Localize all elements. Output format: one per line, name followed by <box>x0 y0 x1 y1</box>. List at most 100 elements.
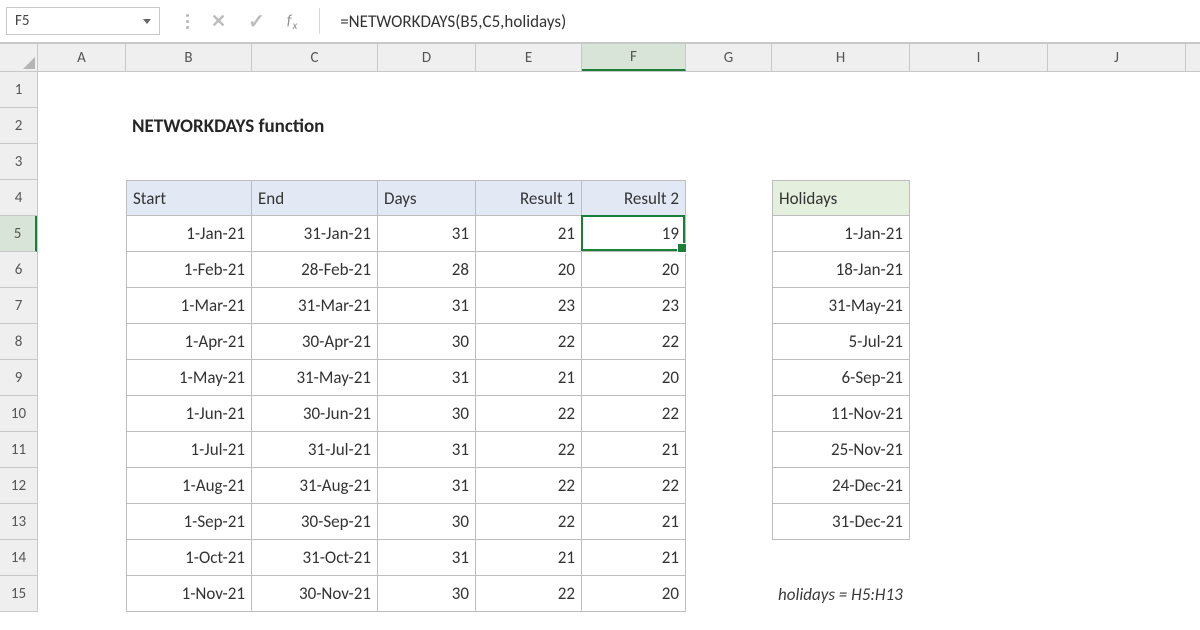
cell[interactable] <box>1048 216 1186 252</box>
cell[interactable] <box>686 216 772 252</box>
table-header-days[interactable]: Days <box>378 180 476 216</box>
data-cell-r1[interactable]: 22 <box>476 576 582 612</box>
data-cell-r1[interactable]: 22 <box>476 468 582 504</box>
cell[interactable] <box>1048 288 1186 324</box>
cell[interactable] <box>910 504 1048 540</box>
row-header-6[interactable]: 6 <box>0 252 37 288</box>
cell[interactable] <box>686 504 772 540</box>
cell[interactable] <box>38 504 126 540</box>
data-cell-r1[interactable]: 20 <box>476 252 582 288</box>
cell[interactable] <box>252 144 378 180</box>
cancel-formula-icon[interactable]: ✕ <box>211 10 226 32</box>
data-cell-r2[interactable]: 21 <box>582 504 686 540</box>
cell[interactable] <box>772 72 910 108</box>
cell[interactable] <box>910 540 1048 576</box>
sheet-area[interactable]: NETWORKDAYS functionStartEndDaysResult 1… <box>38 72 1200 612</box>
row-header-13[interactable]: 13 <box>0 504 37 540</box>
data-cell-end[interactable]: 31-Jan-21 <box>252 216 378 252</box>
column-header-H[interactable]: H <box>772 44 910 71</box>
cell[interactable] <box>1048 324 1186 360</box>
cell[interactable] <box>686 540 772 576</box>
named-range-note[interactable]: holidays = H5:H13 <box>772 576 1048 612</box>
holiday-cell[interactable]: 11-Nov-21 <box>772 396 910 432</box>
cell[interactable] <box>910 468 1048 504</box>
cell[interactable] <box>38 108 126 144</box>
cell[interactable] <box>38 360 126 396</box>
column-header-E[interactable]: E <box>476 44 582 71</box>
data-cell-r1[interactable]: 21 <box>476 216 582 252</box>
data-cell-r1[interactable]: 22 <box>476 504 582 540</box>
cell[interactable] <box>772 108 910 144</box>
data-cell-r1[interactable]: 21 <box>476 360 582 396</box>
data-cell-end[interactable]: 30-Sep-21 <box>252 504 378 540</box>
data-cell-start[interactable]: 1-Sep-21 <box>126 504 252 540</box>
table-header-end[interactable]: End <box>252 180 378 216</box>
data-cell-end[interactable]: 30-Jun-21 <box>252 396 378 432</box>
data-cell-r2[interactable]: 20 <box>582 252 686 288</box>
data-cell-days[interactable]: 31 <box>378 432 476 468</box>
cell[interactable] <box>686 468 772 504</box>
data-cell-r1[interactable]: 22 <box>476 432 582 468</box>
data-cell-r2[interactable]: 20 <box>582 576 686 612</box>
formula-input[interactable]: =NETWORKDAYS(B5,C5,holidays) <box>330 7 1200 36</box>
data-cell-end[interactable]: 31-Jul-21 <box>252 432 378 468</box>
data-cell-end[interactable]: 31-Mar-21 <box>252 288 378 324</box>
data-cell-end[interactable]: 31-Oct-21 <box>252 540 378 576</box>
cell[interactable] <box>126 144 252 180</box>
cell[interactable] <box>772 540 910 576</box>
data-cell-start[interactable]: 1-Feb-21 <box>126 252 252 288</box>
cell[interactable] <box>686 360 772 396</box>
name-box-dropdown-icon[interactable] <box>143 19 151 24</box>
data-cell-start[interactable]: 1-Jun-21 <box>126 396 252 432</box>
cell[interactable] <box>686 432 772 468</box>
data-cell-days[interactable]: 30 <box>378 324 476 360</box>
data-cell-r2[interactable]: 21 <box>582 540 686 576</box>
data-cell-start[interactable]: 1-Aug-21 <box>126 468 252 504</box>
cell[interactable] <box>686 72 772 108</box>
table-header-start[interactable]: Start <box>126 180 252 216</box>
row-header-7[interactable]: 7 <box>0 288 37 324</box>
row-header-1[interactable]: 1 <box>0 72 37 108</box>
row-header-14[interactable]: 14 <box>0 540 37 576</box>
column-header-G[interactable]: G <box>686 44 772 71</box>
cell[interactable] <box>910 360 1048 396</box>
data-cell-end[interactable]: 28-Feb-21 <box>252 252 378 288</box>
data-cell-r1[interactable]: 22 <box>476 396 582 432</box>
cell[interactable] <box>582 72 686 108</box>
cell[interactable] <box>1048 72 1186 108</box>
cell[interactable] <box>582 144 686 180</box>
data-cell-end[interactable]: 31-Aug-21 <box>252 468 378 504</box>
data-cell-start[interactable]: 1-May-21 <box>126 360 252 396</box>
data-cell-end[interactable]: 30-Nov-21 <box>252 576 378 612</box>
cell[interactable] <box>1048 360 1186 396</box>
cell[interactable] <box>38 216 126 252</box>
data-cell-r2[interactable]: 19 <box>582 216 686 252</box>
cell[interactable] <box>910 216 1048 252</box>
cell[interactable] <box>476 108 582 144</box>
cell[interactable] <box>910 324 1048 360</box>
cell[interactable] <box>1048 252 1186 288</box>
table-header-holidays[interactable]: Holidays <box>772 180 910 216</box>
cell[interactable] <box>38 540 126 576</box>
expand-handle-icon[interactable] <box>186 14 189 29</box>
holiday-cell[interactable]: 6-Sep-21 <box>772 360 910 396</box>
cell[interactable] <box>686 576 772 612</box>
data-cell-r2[interactable]: 22 <box>582 396 686 432</box>
select-all-corner[interactable] <box>0 44 38 71</box>
cell[interactable] <box>38 144 126 180</box>
cell[interactable] <box>378 72 476 108</box>
data-cell-r1[interactable]: 21 <box>476 540 582 576</box>
data-cell-end[interactable]: 31-May-21 <box>252 360 378 396</box>
data-cell-r2[interactable]: 20 <box>582 360 686 396</box>
row-header-11[interactable]: 11 <box>0 432 37 468</box>
cell[interactable] <box>910 144 1048 180</box>
data-cell-r2[interactable]: 21 <box>582 432 686 468</box>
cell[interactable] <box>476 72 582 108</box>
holiday-cell[interactable]: 24-Dec-21 <box>772 468 910 504</box>
data-cell-days[interactable]: 31 <box>378 360 476 396</box>
table-header-r2[interactable]: Result 2 <box>582 180 686 216</box>
column-header-F[interactable]: F <box>582 44 686 71</box>
cell[interactable] <box>1048 468 1186 504</box>
column-header-C[interactable]: C <box>252 44 378 71</box>
cell[interactable] <box>1048 180 1186 216</box>
